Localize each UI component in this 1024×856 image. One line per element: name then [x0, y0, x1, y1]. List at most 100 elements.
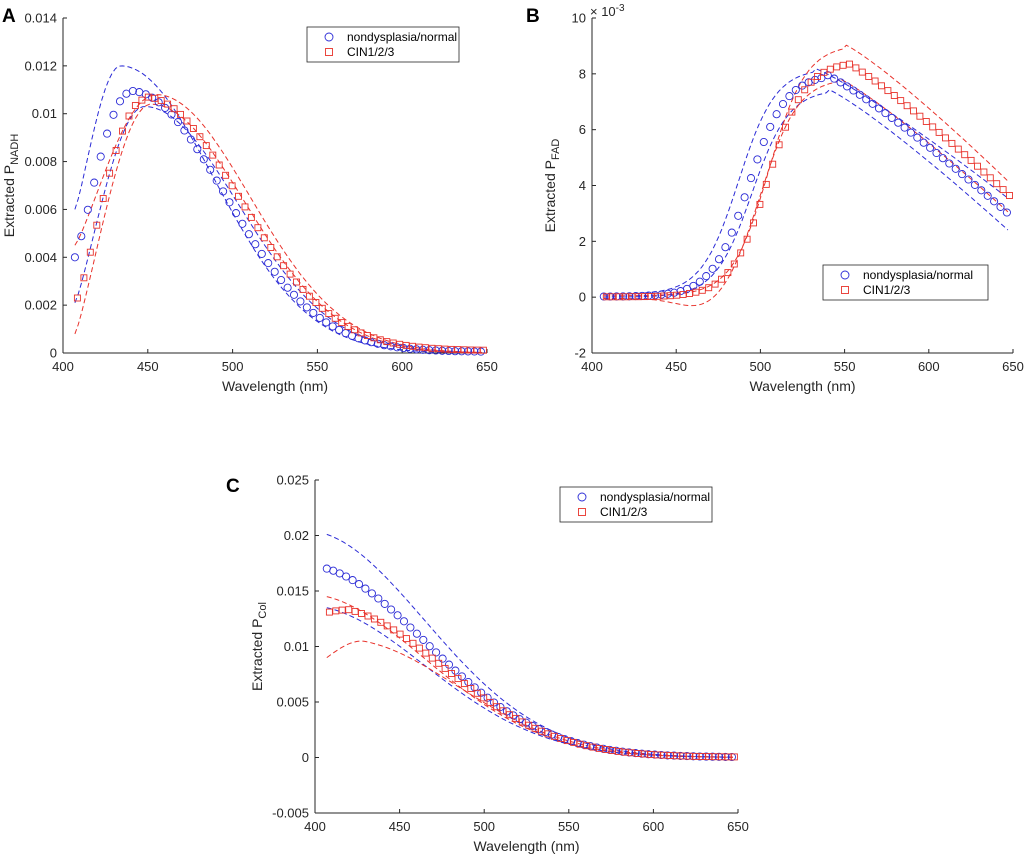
x-tick-label: 500 — [750, 359, 772, 374]
data-point-normal — [657, 290, 666, 299]
data-point-cin — [743, 235, 751, 243]
data-point-cin — [428, 654, 436, 662]
data-point-normal — [199, 155, 208, 164]
x-tick-label: 500 — [222, 359, 244, 374]
data-point-normal — [881, 109, 890, 118]
data-point-normal — [682, 752, 691, 761]
data-point-cin — [338, 319, 346, 327]
legend-entry-label: nondysplasia/normal — [347, 30, 457, 44]
y-axis-label: Extracted PCol — [249, 602, 269, 691]
x-tick-label: 550 — [307, 359, 329, 374]
data-point-normal — [335, 325, 344, 334]
data-point-cin — [916, 112, 924, 120]
data-point-normal — [830, 74, 839, 83]
data-point-normal — [868, 99, 877, 108]
data-point-cin — [331, 314, 339, 322]
x-tick-label: 550 — [558, 819, 580, 834]
data-point-normal — [432, 648, 441, 657]
data-point-cin — [782, 123, 789, 131]
bound-line-upper — [603, 68, 1009, 295]
x-axis-label: Wavelength (nm) — [473, 838, 579, 854]
y-tick-label: 0 — [302, 750, 309, 765]
data-point-normal — [457, 347, 466, 356]
data-point-cin — [980, 168, 988, 176]
data-point-cin — [215, 161, 223, 169]
data-point-normal — [186, 135, 195, 144]
data-point-normal — [283, 283, 292, 292]
data-point-cin — [325, 310, 333, 318]
data-point-normal — [348, 576, 357, 585]
data-point-cin — [189, 125, 197, 132]
data-point-cin — [929, 123, 937, 131]
data-point-cin — [144, 93, 152, 101]
data-point-cin — [415, 644, 423, 652]
x-tick-label: 600 — [391, 359, 413, 374]
y-tick-label: -2 — [574, 346, 586, 361]
x-tick-label: 400 — [304, 819, 326, 834]
data-point-normal — [970, 180, 979, 189]
x-tick-label: 650 — [1002, 359, 1024, 374]
data-point-normal — [342, 572, 351, 581]
data-point-cin — [890, 92, 898, 99]
data-point-normal — [373, 339, 382, 348]
data-point-cin — [993, 180, 1001, 188]
data-point-normal — [212, 176, 221, 185]
data-point-normal — [983, 191, 992, 200]
data-point-cin — [157, 97, 165, 105]
data-point-cin — [312, 299, 320, 306]
data-point-normal — [528, 721, 537, 731]
data-point-cin — [345, 606, 353, 614]
data-point-normal — [315, 313, 324, 322]
data-point-normal — [906, 128, 915, 137]
data-point-cin — [512, 714, 520, 722]
data-point-normal — [380, 599, 389, 608]
data-point-normal — [367, 589, 376, 598]
data-point-cin — [986, 174, 994, 182]
data-point-normal — [431, 346, 440, 355]
data-point-cin — [910, 107, 917, 115]
data-point-normal — [419, 635, 428, 644]
y-tick-label: 8 — [579, 66, 586, 81]
data-point-cin — [1006, 192, 1013, 199]
data-point-normal — [778, 99, 788, 109]
data-point-normal — [96, 152, 105, 161]
bound-line-upper — [603, 44, 1009, 297]
data-point-normal — [444, 346, 453, 356]
x-axis-label: Wavelength (nm) — [222, 378, 328, 394]
data-point-cin — [499, 707, 507, 715]
data-point-cin — [119, 127, 126, 135]
data-point-normal — [676, 751, 685, 760]
legend-box — [306, 26, 460, 63]
data-point-cin — [99, 195, 107, 202]
data-point-normal — [573, 739, 582, 748]
y-tick-label: 0.01 — [284, 639, 309, 654]
data-point-cin — [730, 753, 738, 761]
data-point-normal — [708, 752, 717, 761]
data-point-cin — [846, 60, 853, 68]
data-point-cin — [434, 345, 442, 353]
data-point-cin — [922, 118, 930, 125]
data-point-normal — [894, 118, 903, 127]
data-point-cin — [241, 203, 249, 211]
data-point-normal — [457, 672, 466, 681]
legend-entry-label: CIN1/2/3 — [600, 505, 648, 519]
data-point-normal — [193, 145, 202, 154]
data-point-normal — [990, 197, 999, 206]
bound-line-upper — [74, 94, 482, 353]
x-tick-label: 600 — [643, 819, 665, 834]
x-tick-label: 450 — [665, 359, 687, 374]
data-point-cin — [762, 180, 770, 188]
data-point-cin — [448, 670, 455, 677]
data-point-normal — [154, 98, 163, 107]
y-axis-label: Extracted PNADH — [1, 134, 21, 238]
data-point-cin — [974, 162, 981, 170]
data-point-normal — [734, 211, 743, 220]
data-point-normal — [958, 170, 967, 179]
data-point-normal — [900, 123, 909, 132]
data-point-cin — [954, 145, 962, 153]
legend-marker-circle — [840, 270, 850, 280]
data-point-normal — [173, 118, 183, 127]
data-point-cin — [473, 689, 481, 697]
data-point-cin — [967, 156, 975, 164]
